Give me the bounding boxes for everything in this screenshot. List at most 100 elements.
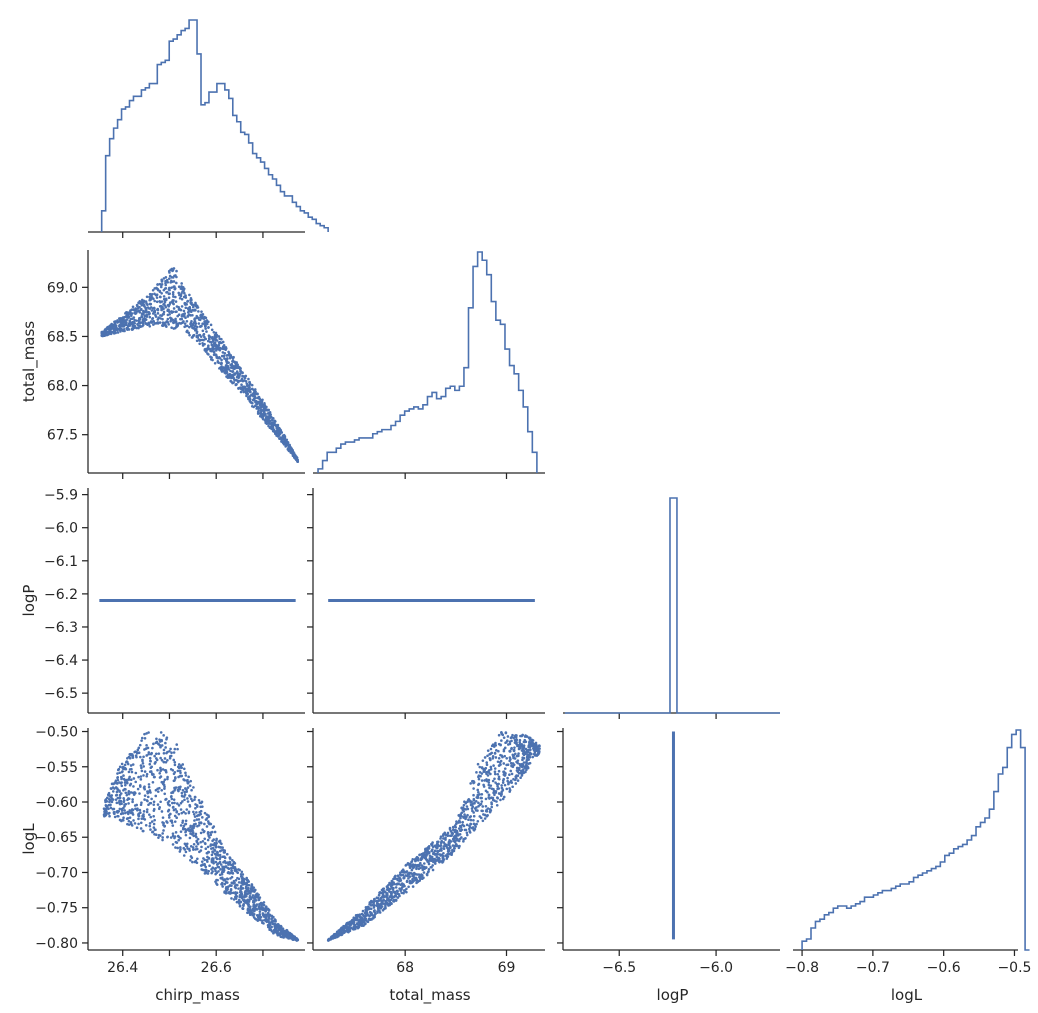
scatter-point [233, 373, 236, 376]
scatter-point [261, 398, 264, 402]
scatter-point [212, 337, 216, 341]
scatter-point [235, 900, 239, 904]
scatter-point [187, 847, 191, 851]
scatter-point [213, 334, 217, 338]
scatter-point [493, 752, 497, 755]
scatter-point [518, 741, 522, 744]
scatter-point [125, 781, 129, 785]
scatter-point [201, 344, 205, 347]
scatter-point [369, 899, 373, 903]
scatter-point [268, 416, 271, 420]
scatter-point [525, 758, 529, 762]
scatter-point [498, 777, 501, 781]
scatter-point [278, 432, 282, 436]
scatter-point [120, 784, 124, 788]
scatter-point [372, 914, 376, 918]
scatter-point [388, 890, 391, 893]
scatter-point [131, 808, 135, 812]
scatter-point [170, 280, 174, 284]
scatter-point [182, 824, 186, 828]
scatter-point [270, 422, 273, 425]
y-tick-label: 68.0 [47, 379, 78, 395]
scatter-point [134, 780, 138, 784]
scatter-point [241, 882, 245, 885]
scatter-point [177, 285, 181, 288]
scatter-point [225, 357, 228, 361]
scatter-point [241, 898, 245, 901]
scatter-point [205, 813, 209, 816]
scatter-point [233, 881, 236, 885]
scatter-point [254, 888, 257, 892]
scatter-point [161, 821, 164, 824]
scatter-point [237, 881, 241, 884]
scatter-point [249, 897, 253, 900]
scatter-point [201, 322, 204, 325]
scatter-point [381, 902, 385, 905]
scatter-point [484, 809, 488, 813]
scatter-point [153, 307, 156, 310]
scatter-point [516, 744, 519, 748]
y-tick-label: −6.5 [44, 686, 78, 702]
scatter-point [385, 885, 389, 888]
scatter-point [411, 874, 414, 878]
scatter-point [137, 817, 140, 821]
scatter-point [151, 316, 155, 320]
scatter-point [279, 928, 283, 932]
scatter-point [140, 801, 143, 805]
scatter-point [530, 738, 534, 742]
scatter-point [510, 772, 514, 776]
scatter-point [485, 814, 489, 818]
scatter-point [520, 774, 524, 777]
scatter-point [182, 810, 185, 814]
scatter-point [222, 868, 226, 872]
scatter-point [141, 814, 144, 818]
scatter-point [220, 337, 223, 341]
scatter-point [155, 296, 159, 299]
scatter-point [162, 783, 165, 786]
scatter-point [116, 768, 120, 772]
scatter-point [245, 382, 249, 385]
scatter-point [514, 782, 518, 785]
scatter-point [194, 832, 198, 836]
scatter-point [222, 366, 226, 369]
scatter-point [124, 311, 128, 315]
scatter-point [389, 898, 393, 902]
scatter-point [129, 791, 133, 794]
scatter-point [472, 828, 476, 832]
scatter-point [216, 360, 220, 364]
scatter-point [214, 872, 217, 876]
scatter-point [191, 305, 195, 309]
scatter-point [469, 818, 473, 822]
scatter-point [232, 381, 235, 384]
scatter-point [159, 766, 162, 770]
scatter-point [472, 814, 476, 818]
scatter-point [402, 891, 405, 895]
scatter-point [167, 296, 171, 300]
scatter-point [489, 765, 493, 769]
scatter-point [200, 860, 204, 863]
scatter-point [214, 866, 217, 870]
scatter-point [216, 862, 220, 865]
scatter-point [270, 418, 274, 422]
scatter-point [417, 873, 421, 876]
scatter-point [476, 788, 480, 792]
scatter-point [512, 777, 515, 781]
scatter-point [260, 901, 263, 905]
scatter-point [197, 322, 201, 325]
scatter-point [171, 791, 175, 794]
scatter-point [395, 883, 398, 886]
scatter-point [142, 303, 146, 307]
scatter-point [396, 874, 400, 878]
scatter-point [223, 849, 227, 852]
scatter-point [270, 925, 273, 929]
scatter-point [177, 838, 180, 842]
scatter-point [221, 351, 225, 354]
scatter-point [184, 850, 188, 854]
scatter-point [113, 815, 117, 819]
scatter-point [205, 851, 209, 855]
scatter-point [123, 803, 126, 807]
scatter-point [198, 318, 202, 322]
scatter-point [178, 321, 181, 325]
scatter-point [184, 774, 188, 777]
scatter-point [147, 752, 150, 756]
